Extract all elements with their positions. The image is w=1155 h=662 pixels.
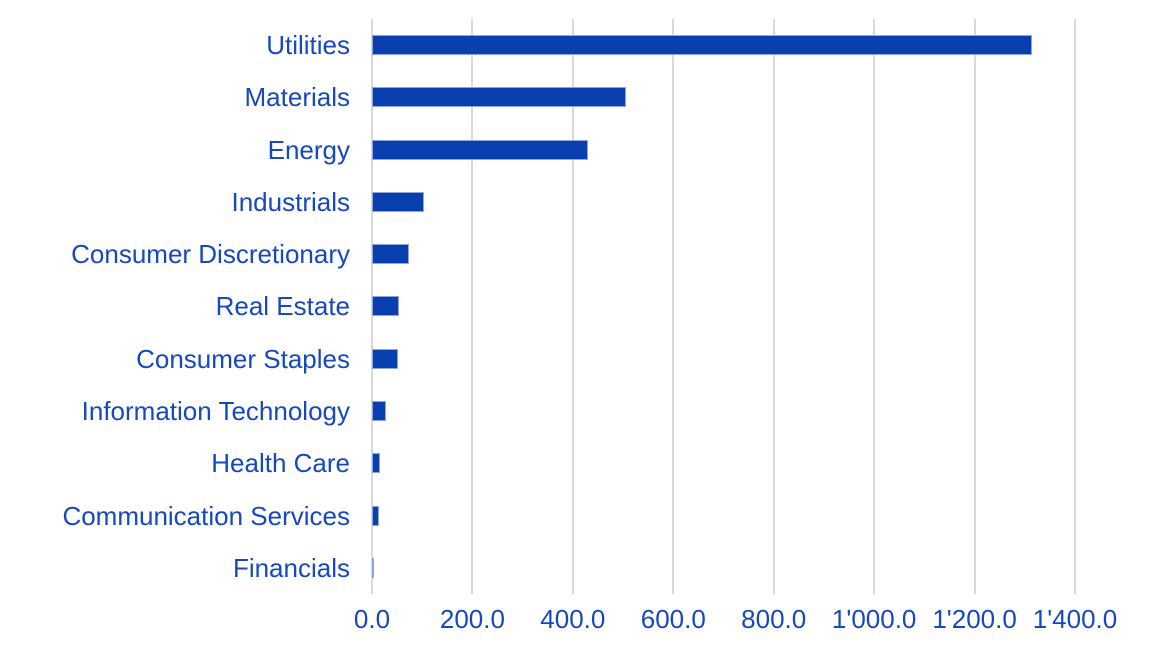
bar-materials — [372, 87, 626, 108]
chart-row: Utilities — [0, 19, 1075, 71]
chart-row: Health Care — [0, 437, 1075, 489]
category-label-materials: Materials — [244, 82, 350, 113]
gridline — [672, 19, 675, 594]
category-label-utilities: Utilities — [266, 30, 350, 61]
gridline — [873, 19, 876, 594]
bar-information-technology — [372, 400, 386, 421]
bar-consumer-discretionary — [372, 244, 410, 265]
bar-track — [372, 124, 1075, 176]
bar-real-estate — [372, 296, 400, 317]
bar-track — [372, 176, 1075, 228]
chart-row: Real Estate — [0, 280, 1075, 332]
category-label-consumer-discretionary: Consumer Discretionary — [71, 239, 350, 270]
bar-financials — [372, 557, 374, 578]
gridline — [571, 19, 574, 594]
x-tick-label: 200.0 — [439, 604, 505, 634]
bar-industrials — [372, 191, 425, 212]
x-tick-label: 0.0 — [353, 604, 391, 634]
gridline — [471, 19, 474, 594]
bar-track — [372, 542, 1075, 594]
chart-row: Consumer Staples — [0, 333, 1075, 385]
bar-track — [372, 489, 1075, 541]
x-axis-ticks: 0.0 200.0 400.0 600.0 800.0 1'000.0 1'200.0 1'4… — [354, 604, 1117, 644]
bar-health-care — [372, 453, 381, 474]
gridline — [973, 19, 976, 594]
bar-consumer-staples — [372, 348, 399, 369]
chart-row: Communication Services — [0, 489, 1075, 541]
category-label-real-estate: Real Estate — [215, 291, 350, 322]
bar-track — [372, 280, 1075, 332]
x-tick-label: 600.0 — [640, 604, 706, 634]
x-tick-label: 1'000.0 — [831, 604, 917, 634]
x-tick-label: 1'200.0 — [932, 604, 1017, 634]
category-label-communication-services: Communication Services — [62, 500, 350, 531]
gridline — [772, 19, 775, 594]
bar-track — [372, 437, 1075, 489]
bar-energy — [372, 139, 588, 160]
bar-communication-services — [372, 505, 380, 526]
chart-row: Industrials — [0, 176, 1075, 228]
chart-row: Materials — [0, 71, 1075, 123]
x-tick-label: 1'400.0 — [1032, 604, 1118, 634]
gridline — [1074, 19, 1076, 594]
bar-track — [372, 228, 1075, 280]
category-label-energy: Energy — [267, 134, 350, 165]
category-label-consumer-staples: Consumer Staples — [136, 343, 350, 374]
bar-track — [372, 71, 1075, 123]
chart-row: Consumer Discretionary — [0, 228, 1075, 280]
bar-utilities — [372, 35, 1032, 56]
bar-track — [372, 385, 1075, 437]
bar-track — [372, 333, 1075, 385]
category-label-information-technology: Information Technology — [81, 395, 350, 426]
x-tick-label: 800.0 — [741, 604, 807, 634]
category-label-industrials: Industrials — [231, 186, 351, 217]
x-tick-label: 400.0 — [540, 604, 606, 634]
chart-row: Information Technology — [0, 385, 1075, 437]
bar-rows: Utilities Materials Energy Industrials Consu… — [0, 19, 1075, 594]
category-label-health-care: Health Care — [211, 448, 350, 479]
category-label-financials: Financials — [232, 552, 350, 583]
chart-row: Financials — [0, 542, 1075, 594]
chart-row: Energy — [0, 124, 1075, 176]
bar-track — [372, 19, 1075, 71]
